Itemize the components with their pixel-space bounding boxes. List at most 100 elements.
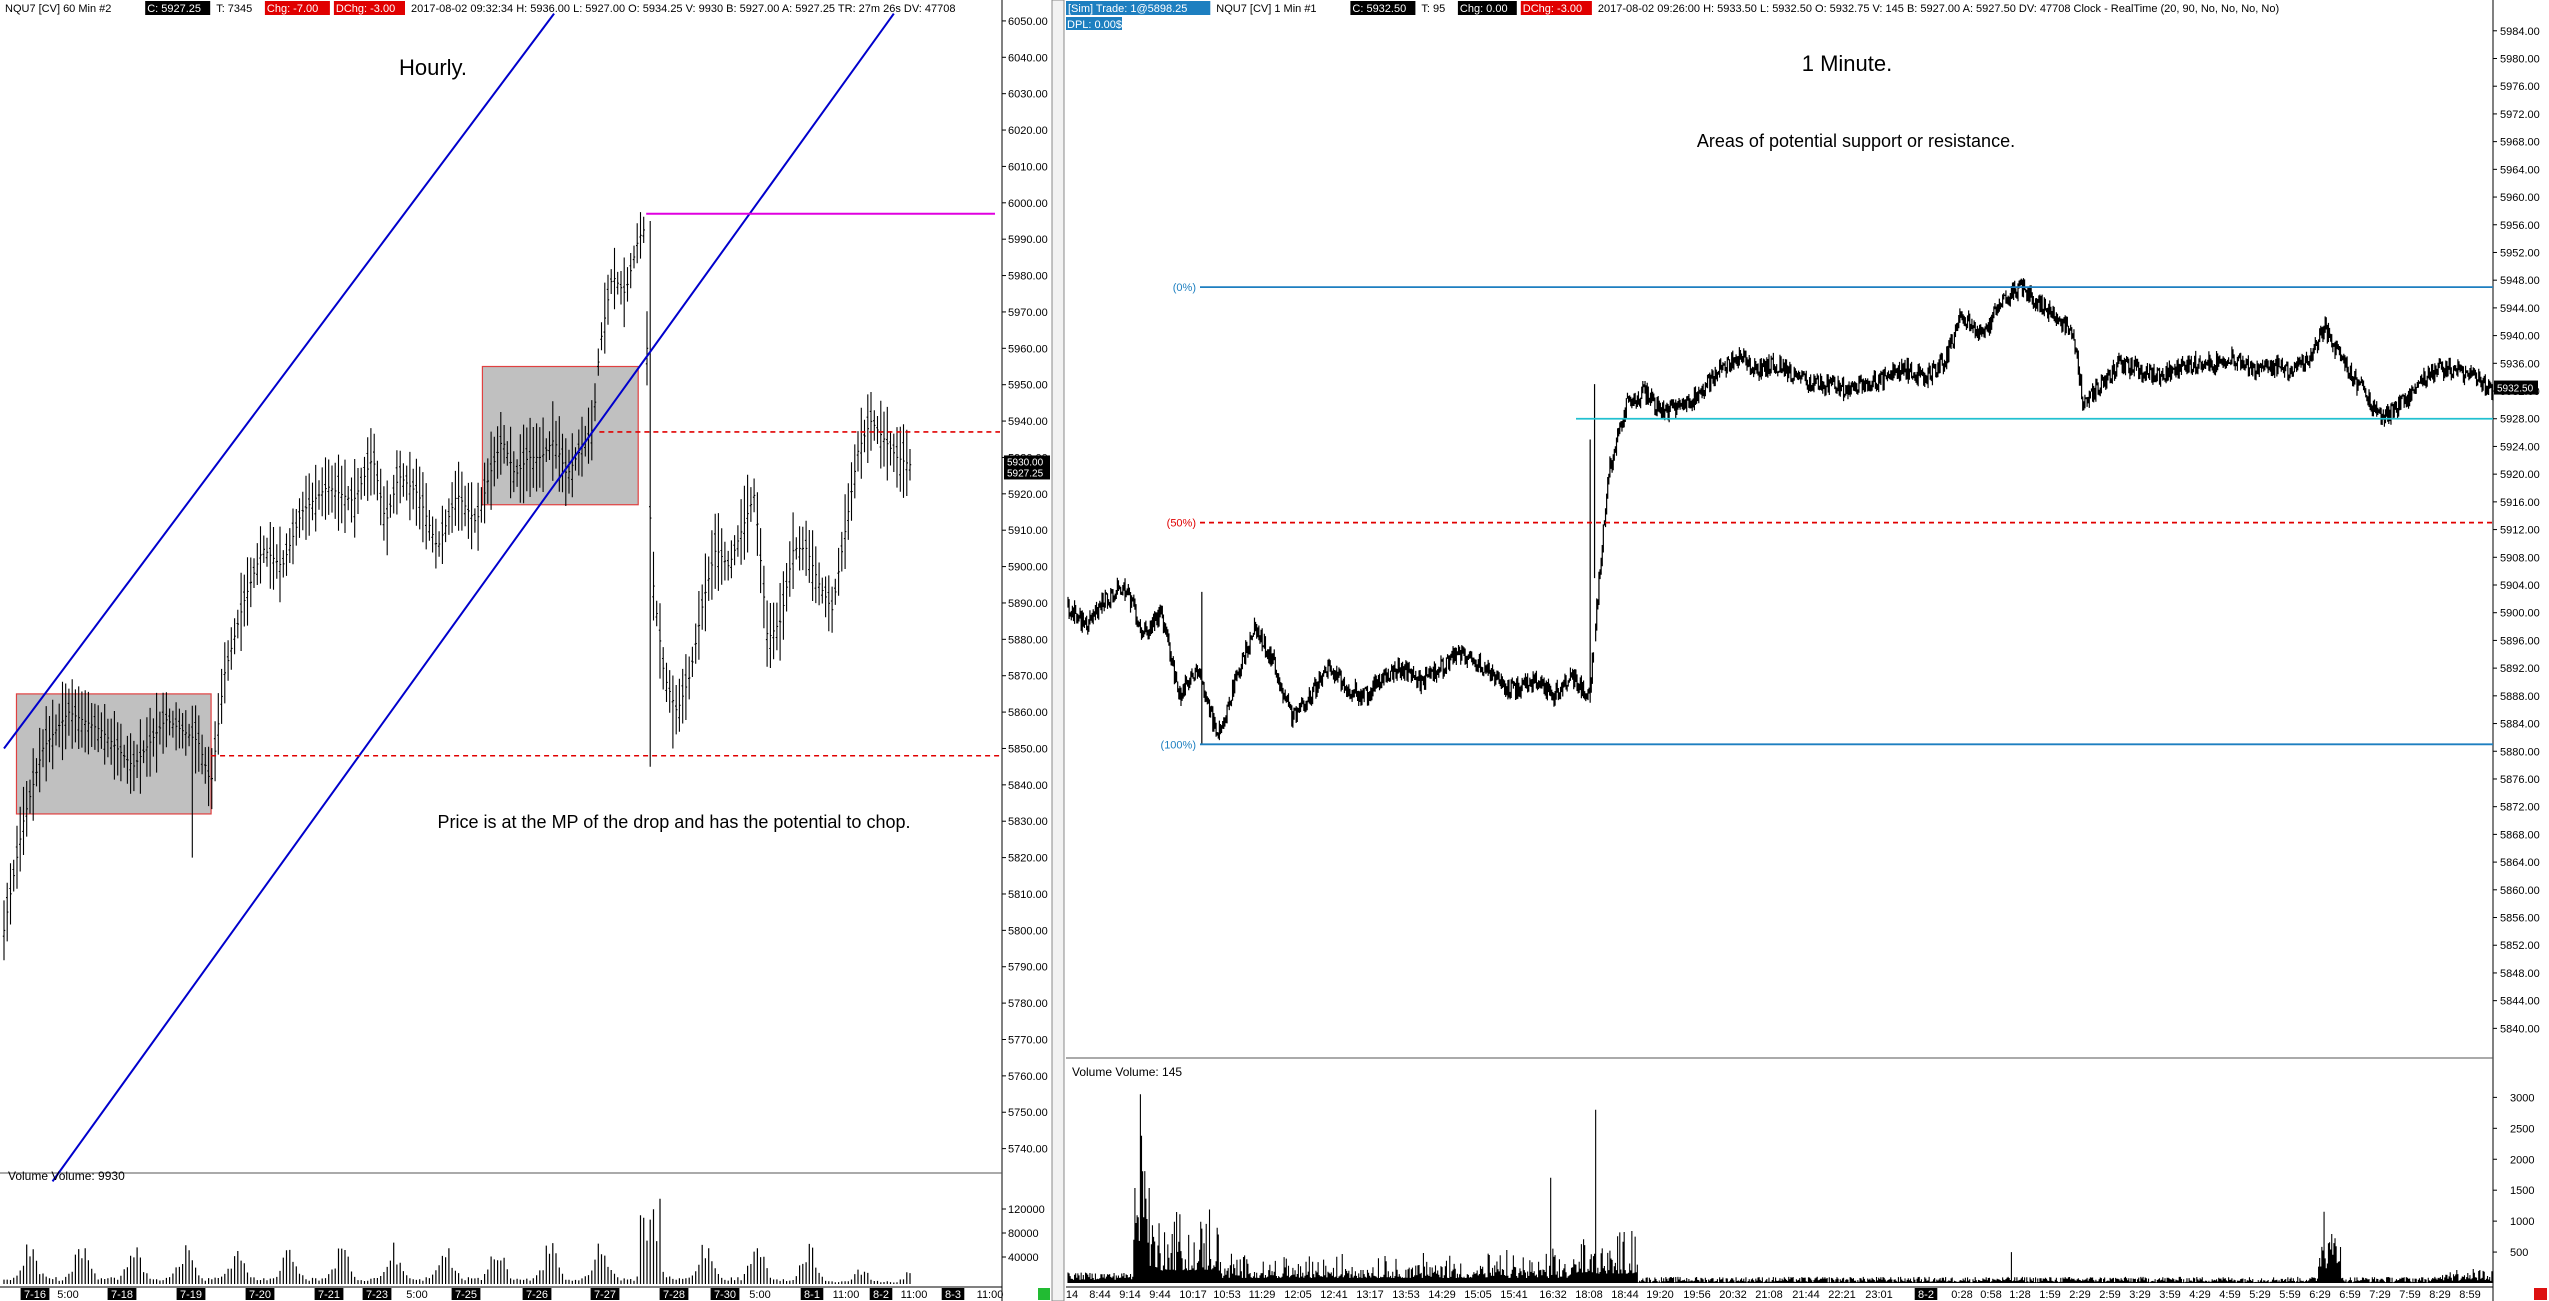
price-bars-path [2,212,912,961]
x-tick-label: 1:59 [2039,1289,2060,1301]
header-field: 2017-08-02 09:32:34 H: 5936.00 L: 5927.0… [411,3,956,15]
y-tick-label: 5964.00 [2500,164,2540,176]
header-field: [Sim] Trade: 1@5898.25 [1068,3,1187,15]
y-tick-label: 5850.00 [1008,743,1048,755]
x-tick-label: 9:44 [1149,1289,1170,1301]
x-tick-label: 7-16 [24,1289,46,1301]
y-tick-label: 5944.00 [2500,303,2540,315]
x-tick-label: 18:08 [1575,1289,1603,1301]
x-tick-label: 5:00 [749,1289,770,1301]
x-tick-label: 7-27 [594,1289,616,1301]
y-tick-label: 5940.00 [2500,331,2540,343]
x-tick-label: 16:32 [1539,1289,1567,1301]
price-note-annotation[interactable]: Price is at the MP of the drop and has t… [438,812,911,832]
y-tick-label: 6040.00 [1008,52,1048,64]
x-tick-label: 9:14 [1119,1289,1140,1301]
y-tick-label: 5780.00 [1008,998,1048,1010]
last-price-label: 5932.50 [2497,384,2534,395]
x-tick-label: 7-19 [180,1289,202,1301]
y-tick-label: 5800.00 [1008,925,1048,937]
y-tick-label: 5884.00 [2500,719,2540,731]
volume-tick-label: 3000 [2510,1092,2534,1104]
x-tick-label: 7-20 [249,1289,271,1301]
x-tick-badge [362,1288,392,1300]
x-tick-label: 1:28 [2009,1289,2030,1301]
y-tick-label: 5980.00 [2500,53,2540,65]
x-tick-label: 7-30 [714,1289,736,1301]
left-chart-frame [0,0,1003,1301]
header-badge [333,1,405,15]
y-tick-label: 5956.00 [2500,220,2540,232]
y-tick-label: 5856.00 [2500,913,2540,925]
x-tick-badge [1914,1288,1938,1300]
x-tick-label: 7-25 [455,1289,477,1301]
x-tick-label: 11:00 [833,1289,860,1301]
y-tick-label: 5910.00 [1008,525,1048,537]
x-tick-label: 11:00 [901,1289,928,1301]
volume-tick-label: 2500 [2510,1123,2534,1135]
consolidation-box [481,365,639,506]
x-tick-label: 7-23 [366,1289,388,1301]
y-tick-label: 5844.00 [2500,996,2540,1008]
y-tick-label: 5790.00 [1008,962,1048,974]
y-tick-label: 5908.00 [2500,552,2540,564]
header-field: C: 5932.50 [1352,3,1406,15]
x-tick-badge [245,1288,275,1300]
x-tick-label: 14:29 [1428,1289,1456,1301]
x-tick-label: 13:17 [1356,1289,1384,1301]
header-badge [1520,1,1592,15]
x-tick-label: 8-2 [873,1289,889,1301]
right-status-indicator[interactable] [2534,1288,2547,1300]
last-price-label: 5927.25 [1007,468,1044,479]
x-tick-label: 20:32 [1719,1289,1747,1301]
x-tick-badge [659,1288,689,1300]
header-field: DChg: -3.00 [336,3,395,15]
hourly-annotation[interactable]: Hourly. [399,55,467,80]
y-tick-label: 5890.00 [1008,598,1048,610]
right-chart-frame [1066,0,2494,1301]
right-time-axis[interactable]: 14 8:44 9:14 9:44 10:17 10:53 11:29 12:05 12:41 1… [1066,1288,2481,1301]
y-tick-label: 5916.00 [2500,497,2540,509]
header-field: NQU7 [CV] 60 Min #2 [5,3,111,15]
x-tick-label: 7:29 [2369,1289,2390,1301]
x-tick-badge [314,1288,344,1300]
y-tick-label: 5924.00 [2500,441,2540,453]
y-tick-label: 5900.00 [1008,562,1048,574]
x-tick-label: 7-28 [663,1289,685,1301]
y-tick-label: 5980.00 [1008,271,1048,283]
y-tick-label: 5976.00 [2500,81,2540,93]
left-status-indicator[interactable] [1038,1288,1050,1300]
left-overlays[interactable] [3,13,1000,1182]
x-tick-label: 18:44 [1611,1289,1639,1301]
x-tick-label: 7-26 [526,1289,548,1301]
right-price-bars [1067,278,2494,745]
right-overlays[interactable]: (0%) (50%) (100%) [1161,282,2493,751]
x-tick-label: 3:29 [2129,1289,2150,1301]
x-tick-label: 15:41 [1500,1289,1528,1301]
x-tick-label: 6:29 [2309,1289,2330,1301]
x-tick-label: 12:41 [1320,1289,1348,1301]
y-tick-label: 5868.00 [2500,829,2540,841]
areas-annotation[interactable]: Areas of potential support or resistance… [1697,131,2015,151]
x-tick-label: 8:59 [2459,1289,2480,1301]
x-tick-label: 5:00 [57,1289,78,1301]
left-consolidation-boxes[interactable] [15,365,639,815]
left-price-bars [2,212,912,961]
volume-tick-label: 120000 [1008,1204,1045,1216]
x-tick-label: 5:59 [2279,1289,2300,1301]
x-tick-label: 11:29 [1249,1289,1276,1301]
x-tick-label: 7-18 [111,1289,133,1301]
left-price-axis[interactable]: 6050.00 6040.00 6030.00 6020.00 6010.00 6000.… [1002,16,1050,1156]
x-tick-badge [941,1288,965,1300]
header-field: Chg: 0.00 [1460,3,1508,15]
left-time-axis[interactable]: 7-16 5:00 7-18 7-19 7-20 7-21 7-23 5:00 7-25 7-26… [20,1288,1004,1301]
one-minute-annotation[interactable]: 1 Minute. [1802,51,1893,76]
y-tick-label: 5960.00 [1008,343,1048,355]
x-tick-label: 21:08 [1755,1289,1783,1301]
last-price-badge [2494,380,2538,395]
right-price-axis[interactable]: 5984.00 5980.00 5976.00 5972.00 5968.00 5964.… [2493,26,2540,1036]
x-tick-label: 8-2 [1918,1289,1934,1301]
panel-divider[interactable] [1051,0,1065,1301]
volume-tick-label: 80000 [1008,1228,1039,1240]
y-tick-label: 5900.00 [2500,608,2540,620]
